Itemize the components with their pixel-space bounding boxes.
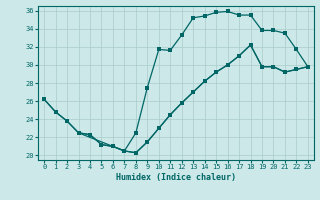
X-axis label: Humidex (Indice chaleur): Humidex (Indice chaleur) — [116, 173, 236, 182]
